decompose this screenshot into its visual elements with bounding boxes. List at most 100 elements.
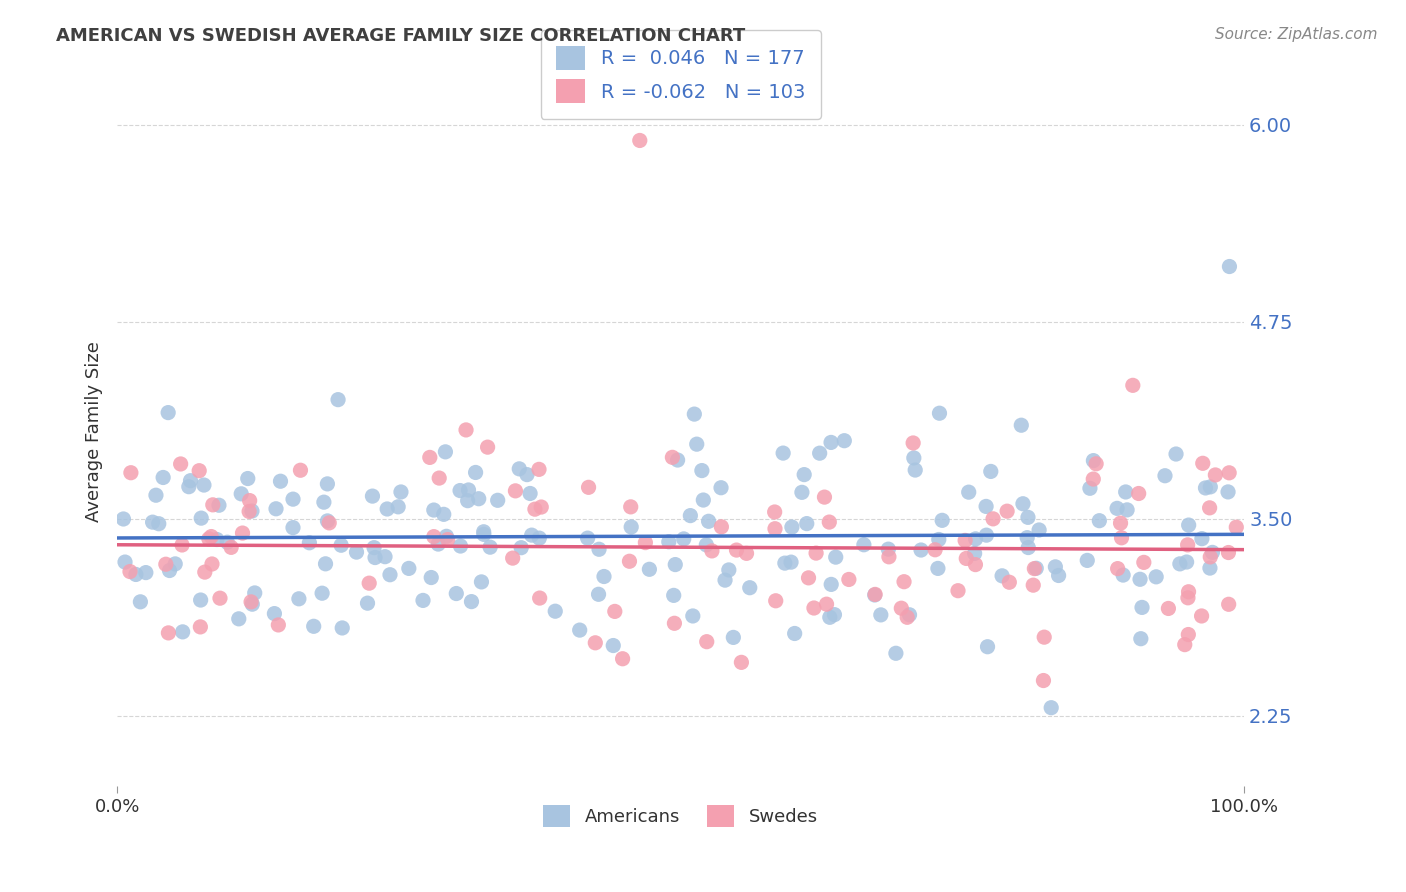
Americans bbox=[1144, 570, 1167, 584]
Swedes bbox=[1198, 500, 1220, 515]
Swedes bbox=[1133, 555, 1156, 569]
Swedes bbox=[1177, 591, 1199, 605]
Americans bbox=[165, 557, 187, 571]
Swedes bbox=[1218, 597, 1240, 611]
Text: Source: ZipAtlas.com: Source: ZipAtlas.com bbox=[1215, 27, 1378, 42]
Americans bbox=[928, 406, 950, 420]
Americans bbox=[363, 541, 385, 555]
Americans bbox=[793, 467, 815, 482]
Americans bbox=[717, 563, 740, 577]
Americans bbox=[470, 574, 492, 589]
Americans bbox=[436, 529, 458, 543]
Swedes bbox=[1024, 561, 1046, 575]
Americans bbox=[1040, 700, 1063, 714]
Swedes bbox=[231, 526, 253, 541]
Americans bbox=[884, 646, 907, 660]
Americans bbox=[593, 569, 616, 583]
Swedes bbox=[603, 604, 626, 618]
Swedes bbox=[436, 533, 458, 547]
Swedes bbox=[893, 574, 915, 589]
Americans bbox=[931, 513, 953, 527]
Swedes bbox=[502, 551, 524, 566]
Americans bbox=[288, 591, 311, 606]
Americans bbox=[1017, 510, 1039, 524]
Americans bbox=[486, 493, 509, 508]
Swedes bbox=[198, 532, 221, 546]
Americans bbox=[818, 610, 841, 624]
Americans bbox=[142, 515, 165, 529]
Americans bbox=[316, 514, 339, 528]
Swedes bbox=[155, 558, 177, 572]
Americans bbox=[976, 528, 998, 542]
Swedes bbox=[1191, 609, 1213, 624]
Americans bbox=[228, 612, 250, 626]
Swedes bbox=[735, 546, 758, 560]
Americans bbox=[423, 503, 446, 517]
Americans bbox=[326, 392, 349, 407]
Americans bbox=[217, 535, 239, 549]
Swedes bbox=[1085, 457, 1108, 471]
Americans bbox=[910, 543, 932, 558]
Americans bbox=[852, 538, 875, 552]
Swedes bbox=[527, 462, 550, 476]
Swedes bbox=[804, 546, 827, 560]
Americans bbox=[129, 595, 152, 609]
Americans bbox=[346, 545, 368, 559]
Americans bbox=[1177, 518, 1199, 533]
Swedes bbox=[267, 618, 290, 632]
Americans bbox=[1107, 501, 1129, 516]
Swedes bbox=[710, 520, 733, 534]
Americans bbox=[427, 537, 450, 551]
Americans bbox=[330, 538, 353, 552]
Swedes bbox=[661, 450, 683, 465]
Americans bbox=[361, 489, 384, 503]
Americans bbox=[823, 607, 845, 622]
Swedes bbox=[201, 498, 224, 512]
Americans bbox=[963, 546, 986, 560]
Swedes bbox=[359, 576, 381, 591]
Americans bbox=[208, 498, 231, 512]
Swedes bbox=[1109, 516, 1132, 530]
Swedes bbox=[240, 595, 263, 609]
Americans bbox=[315, 557, 337, 571]
Americans bbox=[1129, 632, 1152, 646]
Swedes bbox=[427, 471, 450, 485]
Americans bbox=[1078, 481, 1101, 495]
Americans bbox=[928, 533, 950, 547]
Americans bbox=[264, 501, 287, 516]
Swedes bbox=[201, 557, 224, 571]
Americans bbox=[460, 594, 482, 608]
Americans bbox=[312, 495, 335, 509]
Swedes bbox=[477, 440, 499, 454]
Swedes bbox=[118, 565, 141, 579]
Swedes bbox=[730, 656, 752, 670]
Americans bbox=[479, 540, 502, 554]
Americans bbox=[302, 619, 325, 633]
Americans bbox=[1199, 561, 1222, 575]
Americans bbox=[723, 631, 745, 645]
Americans bbox=[772, 446, 794, 460]
Americans bbox=[281, 492, 304, 507]
Swedes bbox=[953, 533, 976, 548]
Americans bbox=[780, 520, 803, 534]
Americans bbox=[690, 464, 713, 478]
Americans bbox=[697, 514, 720, 528]
Swedes bbox=[1177, 627, 1199, 641]
Swedes bbox=[200, 530, 222, 544]
Americans bbox=[620, 520, 643, 534]
Americans bbox=[364, 550, 387, 565]
Swedes bbox=[529, 591, 551, 605]
Americans bbox=[375, 502, 398, 516]
Americans bbox=[457, 483, 479, 497]
Swedes bbox=[1177, 584, 1199, 599]
Americans bbox=[738, 581, 761, 595]
Americans bbox=[330, 621, 353, 635]
Americans bbox=[172, 624, 194, 639]
Americans bbox=[159, 564, 181, 578]
Swedes bbox=[619, 554, 641, 568]
Swedes bbox=[170, 538, 193, 552]
Americans bbox=[356, 596, 378, 610]
Americans bbox=[177, 480, 200, 494]
Americans bbox=[145, 488, 167, 502]
Swedes bbox=[901, 436, 924, 450]
